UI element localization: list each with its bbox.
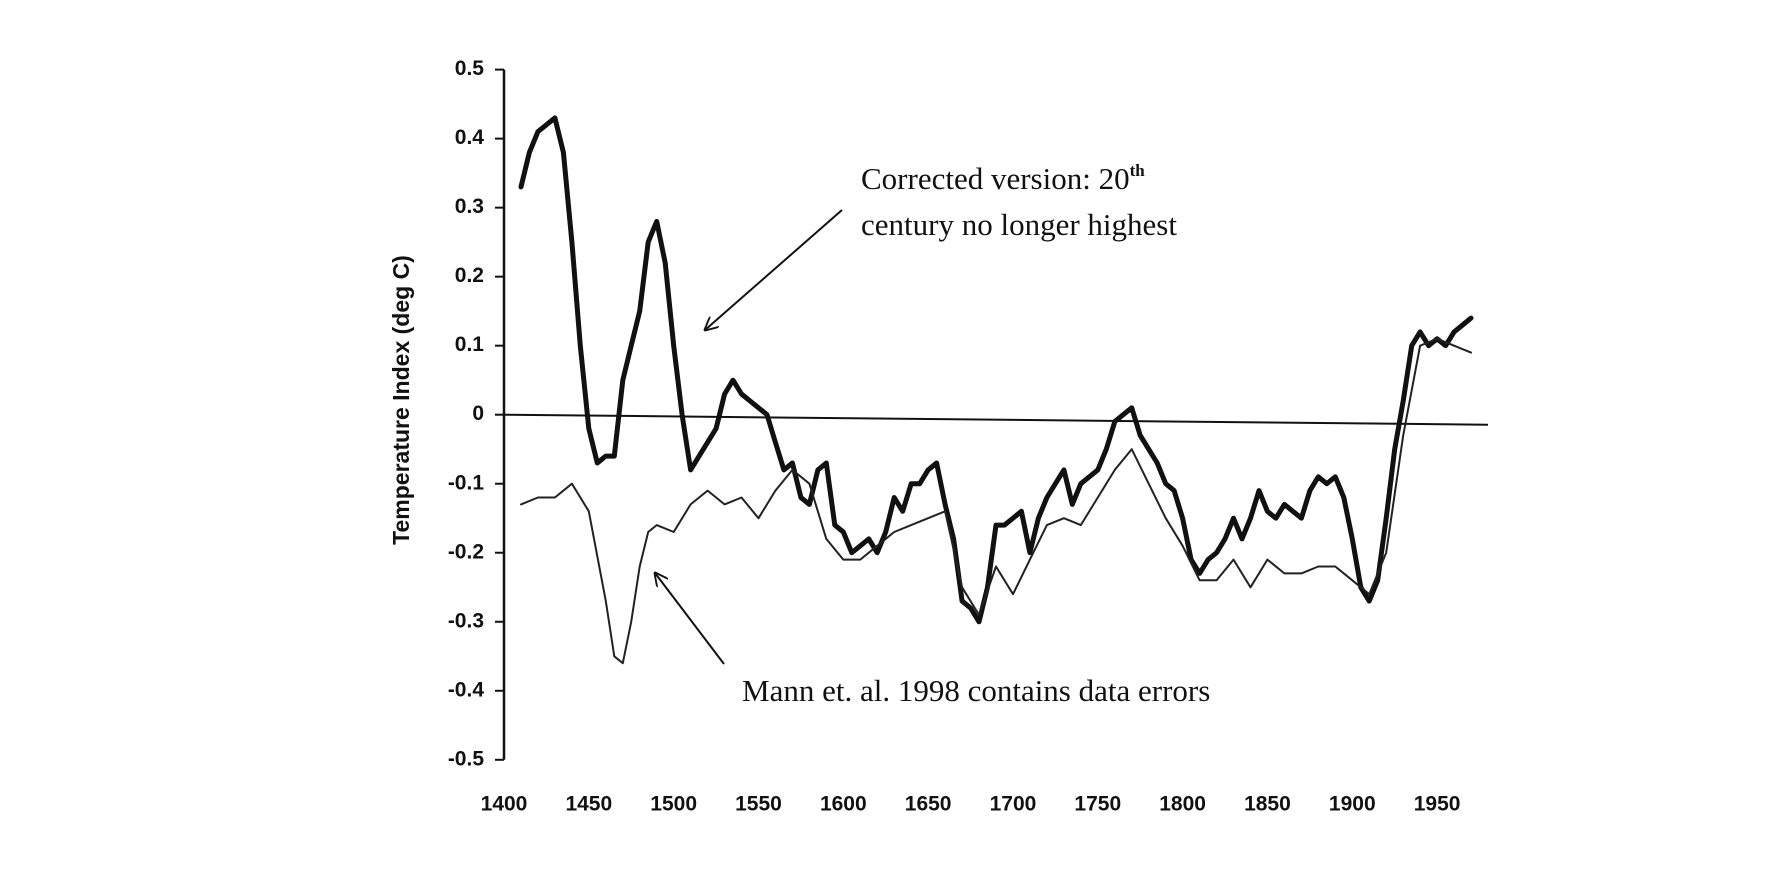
y-axis-label: Temperature Index (deg C) bbox=[388, 255, 414, 545]
x-tick-label: 1500 bbox=[650, 793, 697, 816]
y-tick-label: -0.1 bbox=[448, 471, 485, 494]
y-tick-label: -0.4 bbox=[448, 678, 485, 701]
y-tick-label: -0.5 bbox=[448, 747, 485, 770]
series-line bbox=[518, 115, 1474, 625]
zero-line bbox=[503, 413, 1489, 426]
annotation-superscript: th bbox=[1130, 161, 1146, 180]
annotation-text: Corrected version: 20 bbox=[861, 161, 1130, 196]
x-tick-label: 1450 bbox=[565, 793, 612, 816]
annotation-arrow bbox=[705, 209, 843, 330]
y-tick-label: -0.2 bbox=[448, 540, 484, 563]
y-tick-label: 0.3 bbox=[455, 195, 484, 218]
y-tick-label: 0.2 bbox=[455, 264, 484, 287]
y-tick-label: 0 bbox=[472, 402, 484, 425]
annotation: century no longer highest bbox=[861, 207, 1177, 242]
x-tick-label: 1900 bbox=[1329, 793, 1376, 816]
series-line bbox=[520, 337, 1472, 665]
x-tick-label: 1600 bbox=[820, 793, 867, 816]
annotation: Corrected version: 20th bbox=[861, 161, 1145, 196]
x-tick-label: 1550 bbox=[735, 793, 782, 816]
annotation: Mann et. al. 1998 contains data errors bbox=[742, 673, 1210, 708]
x-tick-label: 1850 bbox=[1244, 793, 1291, 816]
y-tick-label: 0.4 bbox=[455, 126, 485, 149]
x-tick-label: 1700 bbox=[990, 793, 1037, 816]
y-tick-label: 0.1 bbox=[455, 333, 485, 356]
annotation-arrow bbox=[655, 573, 725, 665]
y-tick-label: -0.3 bbox=[448, 609, 484, 632]
x-tick-label: 1800 bbox=[1159, 793, 1206, 816]
x-tick-label: 1950 bbox=[1414, 793, 1461, 816]
x-tick-label: 1650 bbox=[905, 793, 952, 816]
x-tick-label: 1400 bbox=[481, 793, 528, 816]
y-tick-label: 0.5 bbox=[455, 57, 485, 80]
x-tick-label: 1750 bbox=[1074, 793, 1121, 816]
